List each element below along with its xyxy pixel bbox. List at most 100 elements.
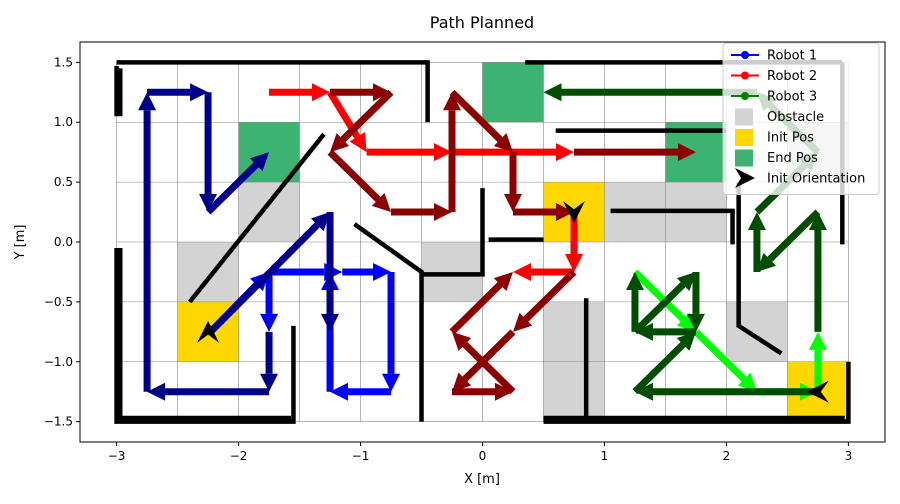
legend-handle-orientation — [735, 168, 755, 188]
chart-title: Path Planned — [430, 13, 534, 32]
path-arrow-shaft — [632, 282, 686, 335]
path-arrow-head — [564, 253, 583, 272]
path-arrow-head — [138, 92, 157, 111]
path-arrow-head — [493, 271, 513, 291]
path-arrow-head — [676, 312, 696, 332]
obstacle-cell — [543, 301, 605, 362]
y-tick-label: −1.0 — [44, 355, 73, 369]
y-tick-label: 0.0 — [54, 235, 73, 249]
path-arrow-head — [512, 262, 531, 281]
x-tick-label: 2 — [723, 449, 731, 463]
wall-segment — [114, 247, 296, 424]
path-arrow-head — [737, 372, 757, 392]
legend-handle-patch — [735, 108, 753, 126]
path-arrow-head — [808, 212, 827, 231]
legend-handle-patch — [735, 129, 753, 146]
wall-segment — [543, 361, 851, 424]
path-arrow-head — [349, 132, 367, 153]
path-arrow-head — [555, 203, 574, 222]
path-arrow-head — [686, 313, 705, 332]
path-arrow-head — [452, 372, 472, 392]
path-arrow-head — [373, 83, 392, 102]
path-arrow-head — [312, 83, 331, 102]
wall-segment — [353, 222, 424, 422]
y-tick-label: −1.5 — [44, 415, 73, 429]
legend-handle-marker — [741, 51, 749, 59]
x-tick-label: −2 — [230, 449, 248, 463]
legend-label: End Pos — [767, 151, 818, 166]
legend-label: Robot 3 — [767, 90, 817, 105]
path-arrow-head — [434, 143, 453, 162]
path-arrow-shaft — [340, 89, 394, 143]
wall-segment — [736, 182, 783, 356]
path-arrow-shaft — [523, 269, 577, 322]
path-arrow-shaft — [462, 341, 516, 395]
legend: Robot 1 Robot 2 Robot 3 Obstacle Init Pos End… — [722, 42, 880, 195]
path-arrow-shaft — [462, 329, 516, 382]
path-arrow-head — [330, 382, 349, 401]
orientation-layer — [197, 201, 829, 403]
path-arrow-head — [634, 322, 653, 341]
path-arrow-head — [543, 83, 562, 102]
init-orientation-marker — [806, 380, 829, 403]
path-arrow-head — [676, 331, 696, 351]
init-orientation-marker — [197, 320, 220, 343]
x-tick-label: 0 — [479, 449, 487, 463]
path-arrow-head — [371, 193, 392, 213]
path-arrow-head — [434, 203, 453, 222]
legend-handle-marker — [741, 71, 749, 80]
path-arrow-head — [677, 143, 696, 162]
x-tick-label: −3 — [108, 449, 126, 463]
wall-segment — [116, 60, 430, 123]
y-axis-label: Y [m] — [13, 225, 28, 261]
path-arrow-shaft — [205, 162, 259, 215]
x-tick-label: −1 — [352, 449, 370, 463]
path-arrow-head — [190, 83, 209, 102]
path-arrow-head — [260, 313, 279, 332]
y-tick-label: −0.5 — [44, 295, 73, 309]
legend-handle-patch — [735, 149, 753, 167]
walls-layer — [114, 60, 851, 424]
obstacle-cell — [238, 182, 300, 242]
obstacle-cell — [543, 361, 605, 422]
wall-segment — [188, 132, 326, 304]
path-arrow-head — [310, 212, 331, 232]
path-arrow-head — [382, 373, 401, 392]
legend-handle-marker — [741, 92, 749, 100]
path-arrow-shaft — [449, 282, 503, 335]
legend-label: Robot 2 — [767, 69, 817, 84]
path-arrow-head — [260, 373, 279, 392]
wall-segment — [610, 208, 735, 245]
y-tick-label: 1.0 — [54, 115, 73, 129]
path-arrow-shaft — [449, 89, 503, 143]
legend-label: Init Pos — [767, 131, 814, 146]
path-arrow-head — [625, 271, 644, 290]
path-arrow-shaft — [327, 149, 381, 202]
ticks-layer: −3 −2 −1 0 1 2 3 −1.5 −1.0 −0.5 0.0 0.5 1.0 1.5 — [44, 55, 852, 463]
path-arrow-head — [493, 133, 513, 153]
y-tick-label: 1.5 — [54, 55, 73, 69]
y-tick-label: 0.5 — [54, 175, 73, 189]
path-arrow-shaft — [767, 209, 821, 262]
legend-label: Robot 1 — [767, 49, 817, 64]
path-arrow-head — [494, 382, 513, 401]
path-arrow-head — [373, 262, 392, 281]
path-arrow-head — [443, 92, 462, 111]
path-arrow-shaft — [693, 329, 747, 382]
path-arrow-head — [676, 271, 696, 291]
legend-box — [722, 42, 880, 195]
path-arrow-head — [503, 194, 522, 213]
init-orientation-marker — [562, 201, 585, 224]
wall-segment — [118, 247, 292, 421]
path-arrow-head — [747, 212, 766, 231]
path-arrow-shaft — [632, 341, 686, 395]
path-arrow-head — [634, 382, 653, 401]
x-tick-label: 1 — [601, 449, 609, 463]
path-arrow-shaft — [632, 269, 686, 322]
end-pos-cell — [482, 62, 544, 123]
path-arrow-head — [452, 331, 472, 351]
path-arrow-head — [808, 331, 827, 350]
wall-segment — [421, 188, 485, 277]
legend-label: Obstacle — [767, 110, 824, 125]
